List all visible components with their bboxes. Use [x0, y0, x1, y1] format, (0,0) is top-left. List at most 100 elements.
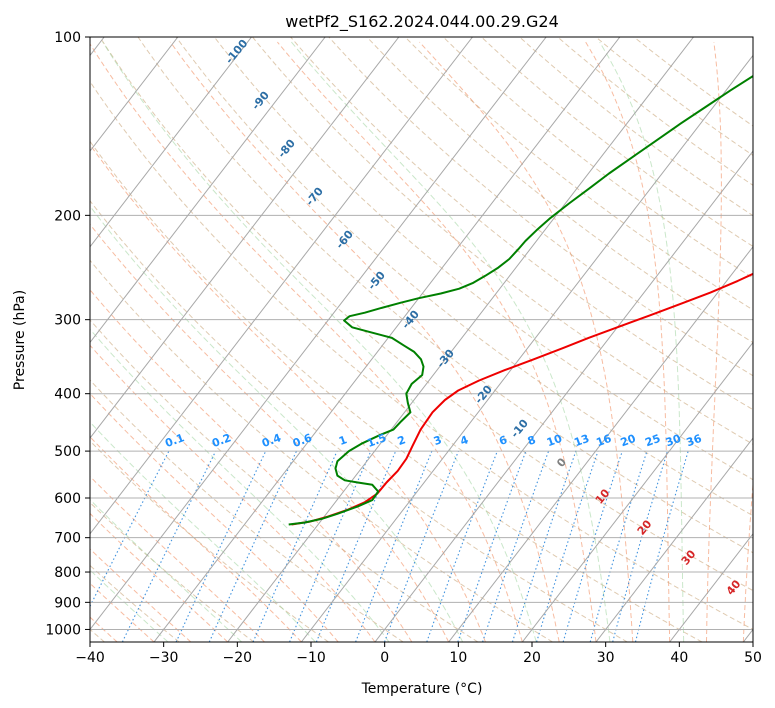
dry-adiabat-line [404, 37, 753, 311]
isotherm-line [153, 37, 621, 642]
isotherm-line [300, 54, 753, 642]
y-axis: 100 200 300 400 500 600 700 800 900 1000 [45, 30, 90, 638]
x-tick-label: 40 [670, 650, 688, 666]
x-tick-label: −30 [149, 650, 179, 666]
temperature-profile [291, 272, 753, 526]
isotherm-line [595, 437, 753, 642]
mixing-ratio-label: 6 [497, 433, 509, 448]
dry-adiabat-line [252, 37, 753, 445]
plot-frame [89, 36, 754, 643]
isotherm-line [90, 37, 547, 631]
x-axis-label: Temperature (°C) [361, 681, 483, 697]
dewpoint-profile [288, 74, 753, 526]
mixing-ratio-label: 0.4 [260, 431, 283, 450]
isotherm-line [90, 37, 400, 439]
mixing-ratio-line [536, 450, 599, 642]
x-tick-label: −40 [75, 650, 105, 666]
isobar-gridlines [90, 37, 753, 630]
chart-title: wetPf2_S162.2024.044.00.29.G24 [285, 12, 559, 32]
isotherm-line [669, 532, 753, 642]
x-tick-label: 30 [597, 650, 615, 666]
mixing-ratio-line [562, 450, 623, 642]
dry-adiabat-line [90, 501, 255, 642]
x-axis: −40 −30 −20 −10 0 10 20 30 40 50 [75, 642, 762, 666]
mixing-ratio-line [315, 450, 397, 642]
isotherm-line [448, 245, 753, 642]
moist-adiabat-line [419, 41, 634, 642]
x-tick-label: 50 [744, 650, 762, 666]
mixing-ratio-label: 8 [526, 433, 538, 448]
moist-adiabat-line [585, 41, 671, 642]
y-tick-label: 600 [54, 491, 81, 507]
moist-adiabat-line [90, 344, 376, 642]
mixing-ratio-line [355, 450, 433, 642]
mixing-ratio-label: 13 [572, 432, 591, 449]
wetbulb-line [90, 328, 390, 642]
moist-adiabat-line [90, 223, 450, 642]
mixing-ratio-label: 2 [396, 433, 408, 448]
isotherm-line [90, 37, 326, 344]
dry-adiabat-line [99, 37, 753, 592]
mixing-ratio-label: 20 [619, 432, 638, 450]
isotherm-gridlines [90, 37, 753, 642]
isotherm-line [521, 341, 753, 642]
mixing-ratio-lines [90, 450, 689, 642]
x-tick-label: 10 [449, 650, 467, 666]
dry-adiabat-line [290, 37, 753, 411]
mixing-ratio-line [589, 450, 648, 642]
isotherm-line [90, 37, 179, 152]
moist-adiabat-line [90, 143, 486, 642]
wetbulb-line [90, 205, 464, 642]
moist-adiabat-line [169, 41, 560, 642]
dry-adiabat-line [90, 564, 180, 642]
moist-adiabat-line [90, 289, 413, 642]
dry-adiabat-line [90, 80, 753, 630]
mixing-ratio-line [482, 450, 550, 642]
mixing-ratio-line [426, 450, 498, 642]
x-tick-label: 0 [380, 650, 389, 666]
y-tick-label: 800 [54, 565, 81, 581]
y-tick-label: 100 [54, 30, 81, 46]
wetbulb-line [599, 41, 685, 642]
mixing-ratio-label: 36 [685, 432, 704, 450]
profile-lines [288, 74, 753, 526]
mixing-ratio-label: 25 [643, 432, 662, 449]
x-tick-label: −10 [296, 650, 326, 666]
moist-adiabat-line [706, 42, 722, 642]
mixing-ratio-label: 0.1 [163, 431, 186, 450]
y-tick-label: 500 [54, 444, 81, 460]
y-tick-label: 300 [54, 313, 81, 329]
dry-adiabat-line [90, 379, 404, 642]
mixing-ratio-label: 0.2 [210, 431, 233, 450]
dry-adiabat-line [366, 37, 753, 344]
mixing-ratio-label: 10 [545, 432, 564, 450]
mixing-ratio-label: 3 [432, 433, 444, 448]
dry-adiabat-line [90, 259, 553, 642]
wetbulb-line [102, 41, 537, 642]
mixing-ratio-line [612, 450, 669, 642]
dry-adiabat-line [90, 199, 628, 642]
mixing-ratio-label: 1 [337, 433, 349, 448]
isotherm-line [374, 150, 753, 642]
mixing-ratio-line [457, 450, 527, 642]
y-axis-label: Pressure (hPa) [12, 290, 28, 390]
moist-adiabat-line [277, 41, 597, 642]
mixing-ratio-label: 4 [458, 433, 470, 448]
x-tick-label: 20 [523, 650, 541, 666]
background-lines [90, 37, 753, 642]
wetbulb-line [90, 421, 316, 642]
x-tick-label: −20 [223, 650, 253, 666]
mixing-ratio-label: 0.6 [291, 431, 314, 450]
dry-adiabat-line [90, 319, 479, 642]
mixing-ratio-line [289, 450, 372, 642]
y-tick-label: 900 [54, 595, 81, 611]
isotherm-line [90, 37, 473, 535]
moist-adiabat-line [90, 43, 523, 642]
dry-adiabat-line [175, 37, 753, 517]
y-tick-label: 400 [54, 387, 81, 403]
moist-adiabat-line [90, 392, 339, 642]
y-tick-label: 700 [54, 531, 81, 547]
isotherm-line [90, 37, 252, 248]
mixing-ratio-line [252, 450, 338, 642]
